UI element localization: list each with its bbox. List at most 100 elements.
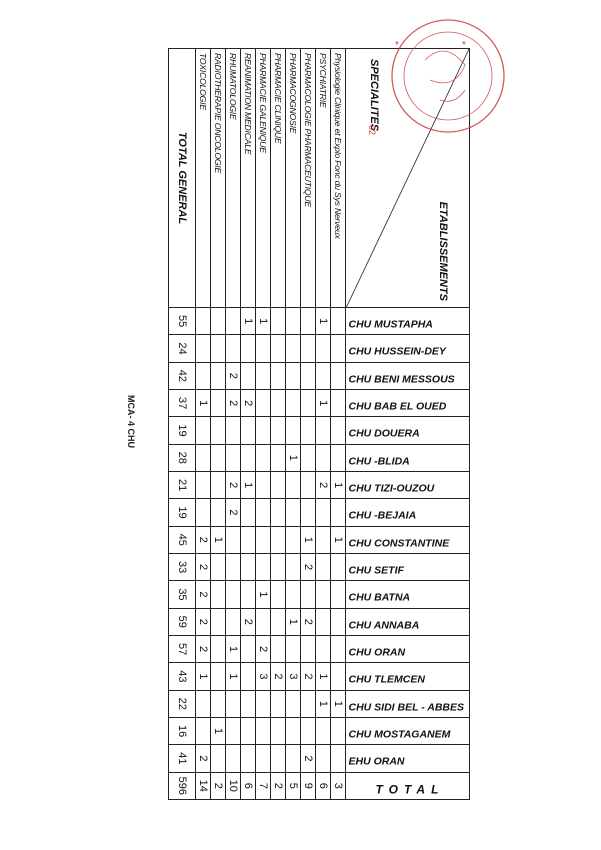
count-cell: 2	[240, 608, 256, 636]
total-label: TOTAL	[376, 782, 445, 797]
count-cell	[285, 526, 301, 554]
establishments-label: ETABLISSEMENTS	[437, 201, 449, 301]
count-cell	[195, 690, 211, 718]
count-cell	[300, 444, 316, 472]
count-cell: 1	[195, 389, 211, 417]
specialty-total: 6	[240, 772, 256, 800]
count-cell	[195, 444, 211, 472]
count-cell	[225, 580, 241, 609]
count-cell	[270, 444, 286, 472]
count-cell: 1	[285, 444, 301, 472]
count-cell	[210, 334, 226, 363]
establishment-total: 42	[168, 362, 196, 390]
specialty-row: Physiologie Clinique et Explo Fonc du Sy…	[330, 48, 346, 800]
count-cell	[300, 635, 316, 663]
establishment-name: CHU MUSTAPHA	[349, 318, 434, 331]
establishment-name: CHU TLEMCEN	[349, 673, 426, 686]
establishment-name: CHU -BEJAIA	[349, 509, 417, 522]
count-cell	[255, 444, 271, 472]
count-cell	[270, 307, 286, 335]
count-cell: 2	[300, 608, 316, 636]
establishment-name: CHU -BLIDA	[349, 455, 411, 468]
count-cell	[210, 307, 226, 335]
count-cell: 2	[195, 608, 211, 636]
count-cell	[195, 717, 211, 745]
count-cell	[270, 416, 286, 445]
count-cell	[225, 553, 241, 581]
count-cell: 2	[225, 498, 241, 527]
establishment-total: 16	[168, 717, 196, 745]
establishment-name: CHU BENI MESSOUS	[349, 373, 456, 386]
establishment-name: CHU ORAN	[349, 646, 406, 659]
count-cell	[315, 444, 331, 472]
count-cell: 1	[210, 526, 226, 554]
count-cell: 1	[195, 662, 211, 691]
count-cell	[300, 416, 316, 445]
count-cell	[285, 580, 301, 609]
establishment-name: CHU BATNA	[349, 591, 411, 604]
count-cell	[240, 635, 256, 663]
count-cell	[270, 553, 286, 581]
count-cell	[210, 362, 226, 390]
count-cell	[240, 416, 256, 445]
establishment-header: CHU BAB EL OUED	[345, 389, 470, 417]
count-cell: 2	[300, 553, 316, 581]
count-cell	[195, 416, 211, 445]
count-cell	[240, 362, 256, 390]
count-cell: 1	[210, 717, 226, 745]
establishment-total: 19	[168, 498, 196, 527]
count-cell	[270, 744, 286, 773]
count-cell: 1	[255, 307, 271, 335]
establishment-total: 43	[168, 662, 196, 691]
establishment-name: CHU HUSSEIN-DEY	[349, 345, 447, 358]
diagonal-divider	[346, 49, 469, 308]
count-cell	[240, 526, 256, 554]
count-cell	[240, 690, 256, 718]
establishment-header: CHU TIZI-OUZOU	[345, 471, 470, 499]
count-cell: 1	[315, 662, 331, 691]
count-cell	[270, 471, 286, 499]
count-cell	[240, 553, 256, 581]
count-cell	[195, 471, 211, 499]
establishment-header: CHU BATNA	[345, 580, 470, 609]
count-cell: 1	[315, 307, 331, 335]
count-cell	[240, 334, 256, 363]
specialties-table: ETABLISSEMENTS SPECIALITES CHU MUSTAPHA CHU…	[168, 48, 470, 800]
count-cell	[210, 690, 226, 718]
count-cell	[315, 334, 331, 363]
establishment-header: CHU TLEMCEN	[345, 662, 470, 691]
seal-star-icon: *	[462, 40, 466, 51]
establishment-name: CHU ANNABA	[349, 619, 420, 632]
count-cell	[195, 498, 211, 527]
count-cell	[270, 580, 286, 609]
count-cell	[255, 690, 271, 718]
specialty-total: 2	[210, 772, 226, 800]
official-seal: 02 * *	[367, 19, 505, 135]
count-cell	[300, 389, 316, 417]
establishment-total: 24	[168, 334, 196, 363]
count-cell	[255, 389, 271, 417]
specialty-total: 5	[285, 772, 301, 800]
count-cell: 2	[195, 553, 211, 581]
establishment-total: 59	[168, 608, 196, 636]
specialty-total: 9	[300, 772, 316, 800]
total-general-row: TOTAL GENERAL 55 24 42 37 19 28 21 19 45 33 35 59 57 4…	[168, 48, 196, 800]
specialty-total: 10	[225, 772, 241, 800]
grand-total: 596	[168, 772, 196, 800]
count-cell	[210, 498, 226, 527]
count-cell: 2	[255, 635, 271, 663]
count-cell: 2	[225, 362, 241, 390]
count-cell	[255, 553, 271, 581]
establishment-total: 33	[168, 553, 196, 581]
establishment-header: CHU SETIF	[345, 553, 470, 581]
specialty-row: PHARMACOLOGIE PHARMACEUTIQUE 1 2 2 2 2 9	[300, 48, 316, 800]
establishment-total: 57	[168, 635, 196, 663]
count-cell: 1	[240, 471, 256, 499]
count-cell	[210, 416, 226, 445]
count-cell: 1	[315, 389, 331, 417]
establishment-name: CHU SIDI BEL - ABBES	[349, 701, 465, 714]
establishment-header: CHU CONSTANTINE	[345, 526, 470, 554]
establishment-name: CHU MOSTAGANEM	[349, 728, 451, 741]
establishment-header: CHU HUSSEIN-DEY	[345, 334, 470, 363]
count-cell	[315, 416, 331, 445]
